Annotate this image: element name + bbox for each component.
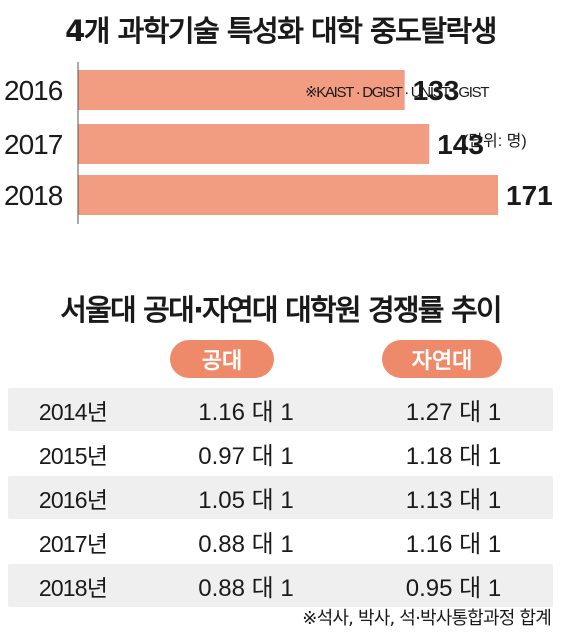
table-cell-engineering: 0.88 대 1 xyxy=(198,531,294,558)
bar-value-label: 171 xyxy=(506,180,553,211)
competition-rate-table: 2014년 1.16 대 1 1.27 대 1 2015년 0.97 대 1 1.18 대… xyxy=(8,388,553,608)
table-cell-engineering: 1.05 대 1 xyxy=(198,487,294,514)
table-cell-engineering: 1.16 대 1 xyxy=(198,399,294,426)
table-row: 2014년 1.16 대 1 1.27 대 1 xyxy=(8,388,553,431)
table-cell-natural-sciences: 1.18 대 1 xyxy=(405,443,502,470)
chart1-note: ※KAIST · DGIST · UNIST · GIST xyxy=(305,84,490,101)
bar-chart: 2016 133 2017 143 2018 171 xyxy=(4,62,553,224)
bar-category-label: 2018 xyxy=(4,180,63,211)
table-row: 2016년 1.05 대 1 1.13 대 1 xyxy=(8,476,553,519)
bar-category-label: 2016 xyxy=(4,75,63,106)
table-cell-year: 2016년 xyxy=(38,486,108,513)
chart2-title: 서울대 공대·자연대 대학원 경쟁률 추이 xyxy=(60,293,502,327)
bar-value-label: 133 xyxy=(413,75,460,106)
table-row: 2017년 0.88 대 1 1.16 대 1 xyxy=(8,520,553,563)
bar-category-label: 2017 xyxy=(4,129,63,160)
table-cell-year: 2018년 xyxy=(38,574,108,601)
table-cell-engineering: 0.88 대 1 xyxy=(198,575,294,602)
bar-2018 xyxy=(78,175,498,215)
column-header-engineering: 공대 xyxy=(170,340,274,378)
table-row: 2015년 0.97 대 1 1.18 대 1 xyxy=(8,432,553,475)
table-cell-year: 2014년 xyxy=(38,398,108,425)
bar-value-label: 143 xyxy=(437,129,484,160)
table-cell-year: 2015년 xyxy=(38,442,108,469)
table-cell-engineering: 0.97 대 1 xyxy=(198,443,294,470)
table-row: 2018년 0.88 대 1 0.95 대 1 xyxy=(8,564,553,607)
table-cell-natural-sciences: 1.27 대 1 xyxy=(405,399,502,426)
table-cell-natural-sciences: 1.16 대 1 xyxy=(405,531,502,558)
chart1-title: 4개 과학기술 특성화 대학 중도탈락생 xyxy=(65,14,497,48)
chart2-footnote: ※석사, 박사, 석·박사통합과정 합계 xyxy=(302,608,552,629)
table-cell-year: 2017년 xyxy=(38,530,108,557)
bar-2017 xyxy=(78,124,430,164)
chart1-unit: (단위: 명) xyxy=(463,133,527,150)
bar-2016 xyxy=(78,70,405,110)
table-cell-natural-sciences: 0.95 대 1 xyxy=(405,575,502,602)
table-cell-natural-sciences: 1.13 대 1 xyxy=(405,487,502,514)
column-header-natural-sciences: 자연대 xyxy=(382,340,502,378)
